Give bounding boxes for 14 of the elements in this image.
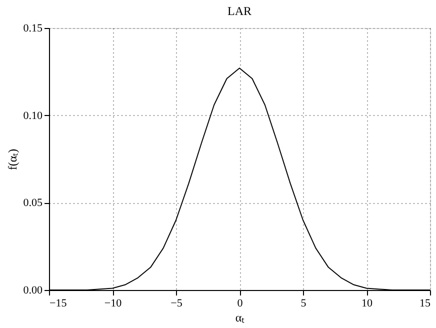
x-tick-label: 10 bbox=[362, 298, 373, 310]
y-tick-label: 0.15 bbox=[23, 22, 43, 34]
x-tick-label: 5 bbox=[300, 298, 307, 310]
x-axis-title: αₜ bbox=[235, 310, 245, 324]
chart-title: LAR bbox=[228, 4, 252, 18]
x-tick-label: 15 bbox=[420, 298, 431, 310]
x-tick-label: −5 bbox=[170, 298, 183, 310]
y-tick-label: 0.00 bbox=[23, 284, 43, 296]
x-tick-label: −15 bbox=[50, 298, 68, 310]
y-tick-label: 0.05 bbox=[23, 197, 43, 210]
x-tick-label: −10 bbox=[104, 298, 122, 310]
y-axis-title: f(αₜ) bbox=[5, 148, 20, 170]
y-tick-label: 0.10 bbox=[23, 110, 43, 122]
x-tick-label: 0 bbox=[237, 298, 244, 310]
